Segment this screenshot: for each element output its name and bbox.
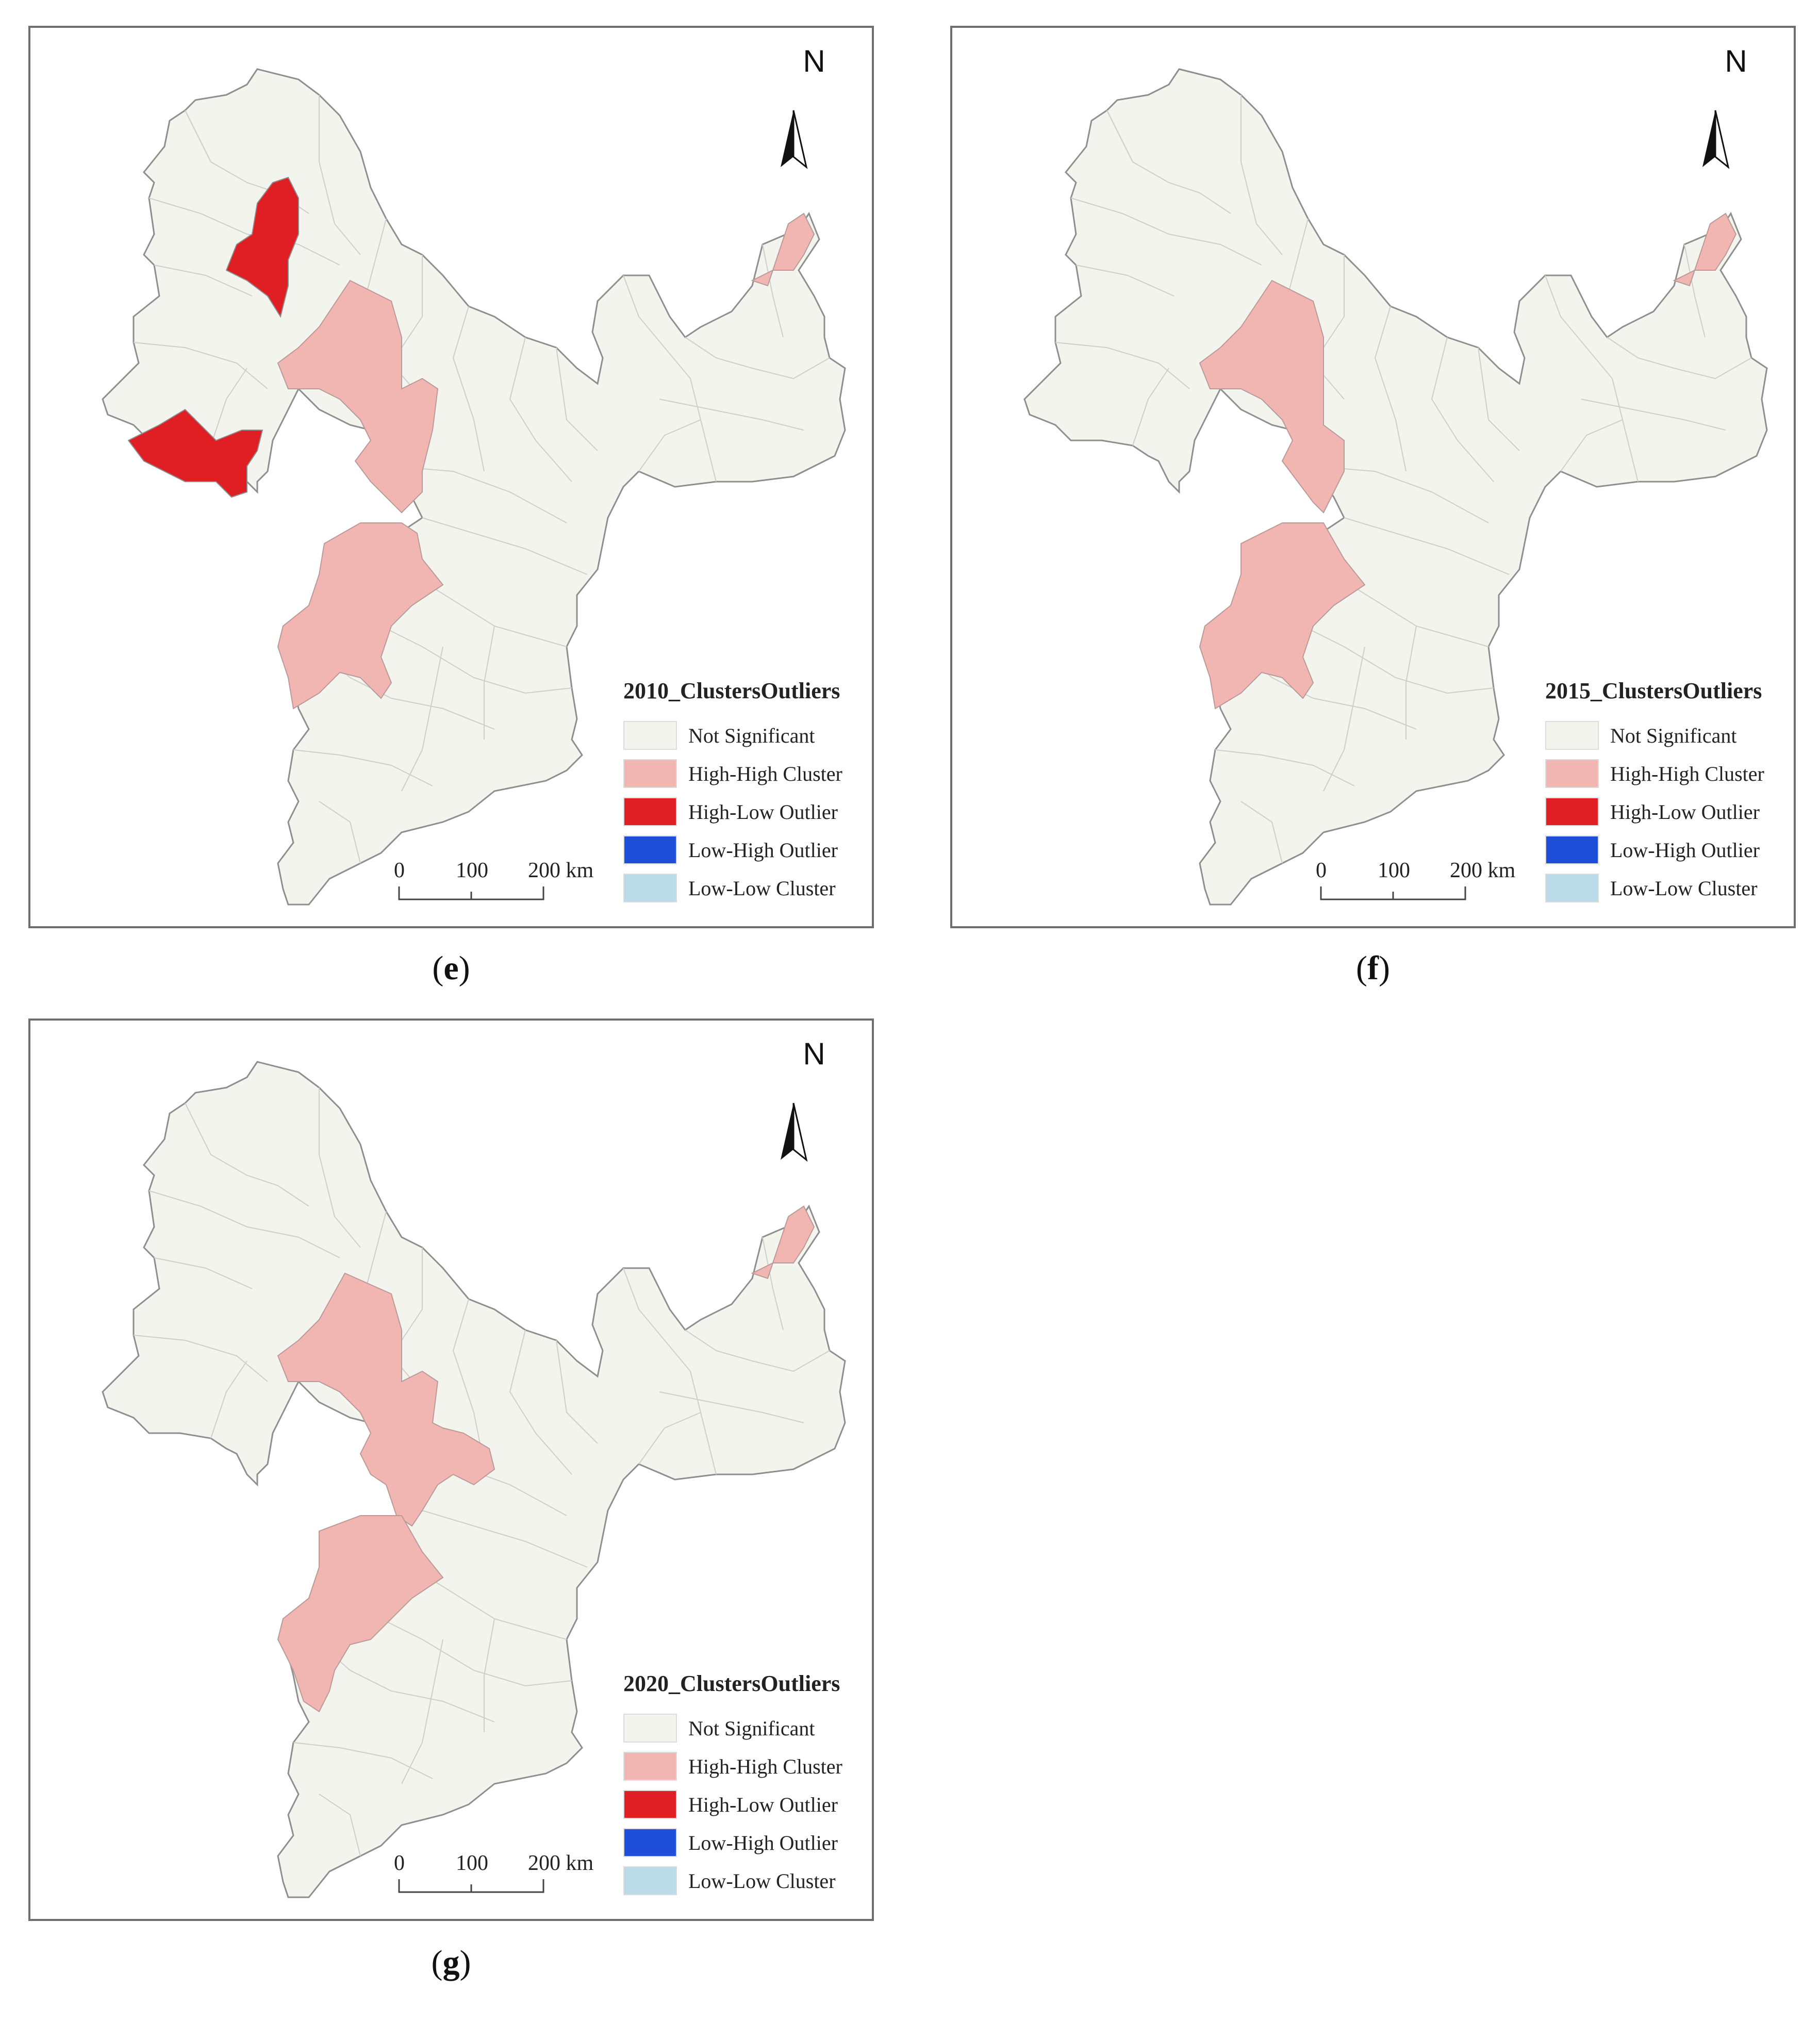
scale-tick-200: 200 km — [528, 1851, 594, 1875]
high-high-region — [277, 1272, 495, 1527]
legend-title: 2010_ClustersOutliers — [623, 678, 840, 703]
legend-item-low-low: Low-Low Cluster — [623, 869, 866, 907]
legend-item-high-high: High-High Cluster — [623, 754, 866, 793]
high-high-region — [1673, 212, 1737, 287]
legend-item-high-low: High-Low Outlier — [623, 793, 866, 831]
legend: 2020_ClustersOutliers Not Significant Hi… — [623, 1670, 866, 1900]
panel-caption-g: (g) — [431, 1944, 471, 1981]
scale-tick-100: 100 — [456, 1851, 488, 1875]
north-label: N — [803, 44, 825, 78]
legend-item-not-significant: Not Significant — [623, 716, 866, 754]
scale-bar: 0 100 200 km — [394, 1851, 595, 1902]
legend-item-not-significant: Not Significant — [1545, 716, 1788, 754]
legend-item-low-high: Low-High Outlier — [1545, 831, 1788, 869]
north-arrow-icon — [1702, 110, 1715, 167]
high-high-region — [1199, 280, 1345, 514]
scale-bar: 0 100 200 km — [1316, 858, 1517, 910]
region-map — [1023, 68, 1768, 906]
map-panel-g: N 0 100 200 km 2020_ClustersOutliers Not… — [28, 1019, 874, 1921]
legend-item-low-high: Low-High Outlier — [623, 831, 866, 869]
north-label: N — [803, 1037, 825, 1071]
north-label: N — [1725, 44, 1747, 78]
legend-item-high-low: High-Low Outlier — [1545, 793, 1788, 831]
high-high-region — [1199, 522, 1366, 710]
north-arrow-icon — [781, 1103, 793, 1160]
region-map — [102, 1061, 846, 1898]
legend: 2015_ClustersOutliers Not Significant Hi… — [1545, 678, 1788, 907]
panel-caption-e: (e) — [432, 949, 470, 987]
high-low-region — [127, 408, 263, 498]
legend-item-low-high: Low-High Outlier — [623, 1824, 866, 1862]
scale-tick-0: 0 — [394, 1851, 405, 1875]
legend-item-high-high: High-High Cluster — [623, 1747, 866, 1785]
scale-tick-200: 200 km — [528, 859, 594, 882]
map-panel-f: N 0 100 200 km 2015_ClustersOutliers Not… — [950, 26, 1796, 928]
legend-item-not-significant: Not Significant — [623, 1709, 866, 1747]
legend-item-low-low: Low-Low Cluster — [623, 1862, 866, 1900]
region-map — [102, 68, 846, 906]
high-high-region — [277, 522, 444, 710]
legend-item-high-high: High-High Cluster — [1545, 754, 1788, 793]
panel-caption-f: (f) — [1356, 949, 1390, 987]
scale-tick-0: 0 — [1316, 859, 1327, 882]
high-low-region — [225, 176, 299, 318]
scale-tick-100: 100 — [1378, 859, 1410, 882]
legend: 2010_ClustersOutliers Not Significant Hi… — [623, 678, 866, 907]
high-high-region — [277, 1515, 444, 1713]
legend-item-low-low: Low-Low Cluster — [1545, 869, 1788, 907]
scale-tick-100: 100 — [456, 859, 488, 882]
legend-title: 2020_ClustersOutliers — [623, 1671, 840, 1696]
legend-item-high-low: High-Low Outlier — [623, 1785, 866, 1824]
scale-tick-0: 0 — [394, 859, 405, 882]
scale-bar: 0 100 200 km — [394, 858, 595, 910]
high-high-region — [751, 212, 815, 287]
high-high-region — [751, 1205, 815, 1279]
map-panel-e: N 0 100 200 km 2010_ClustersOutliers Not… — [28, 26, 874, 928]
north-arrow-icon — [781, 110, 793, 167]
high-high-region — [277, 280, 439, 514]
legend-title: 2015_ClustersOutliers — [1545, 678, 1762, 703]
scale-tick-200: 200 km — [1450, 859, 1516, 882]
